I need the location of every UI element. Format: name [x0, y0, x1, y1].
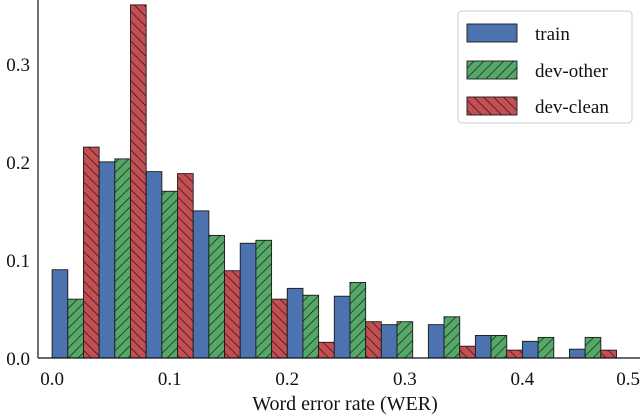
legend-label-train: train [535, 24, 570, 45]
bar-dev-clean-bin-5 [318, 341, 335, 359]
bar-dev-other-bin-7 [396, 321, 414, 359]
bar-train-bin-0 [51, 269, 69, 359]
x-axis-title: Word error rate (WER) [252, 393, 438, 415]
x-tick-label: 0.2 [275, 369, 299, 390]
bar-dev-other-bin-10 [537, 336, 555, 359]
bar-train-bin-7 [380, 324, 398, 359]
bar-train-bin-3 [192, 210, 210, 359]
x-tick-label: 0.4 [511, 369, 535, 390]
y-tick-label: 0.3 [6, 55, 30, 76]
legend: train dev-other dev-clean [457, 10, 633, 124]
bar-dev-clean-bin-8 [459, 345, 476, 359]
bar-dev-other-bin-3 [208, 234, 226, 359]
legend-swatch-dev-clean [466, 96, 518, 116]
bar-train-bin-9 [474, 334, 492, 359]
bar-dev-clean-bin-11 [600, 349, 617, 359]
bar-train-bin-6 [333, 295, 351, 359]
y-tick-label: 0.0 [6, 349, 30, 370]
legend-swatch-dev-other [466, 60, 518, 80]
bar-train-bin-2 [145, 171, 163, 359]
bar-dev-other-bin-2 [161, 190, 178, 359]
bar-dev-clean-bin-2 [177, 173, 194, 359]
bar-dev-clean-bin-1 [130, 4, 147, 359]
bar-dev-clean-bin-3 [224, 270, 241, 359]
bar-dev-other-bin-11 [584, 336, 602, 359]
bar-train-bin-10 [521, 340, 539, 359]
bars-group [51, 4, 617, 359]
x-tick-label: 0.1 [158, 369, 182, 390]
bar-dev-clean-bin-9 [506, 349, 523, 359]
bar-dev-clean-bin-0 [83, 146, 100, 359]
bar-train-bin-4 [239, 242, 257, 359]
y-tick-label: 0.2 [6, 153, 30, 174]
legend-label-dev-clean: dev-clean [535, 97, 609, 118]
x-tick-label: 0.0 [40, 369, 64, 390]
bar-dev-other-bin-1 [114, 158, 131, 359]
x-tick-labels: 0.0 0.1 0.2 0.3 0.4 0.5 [40, 369, 640, 390]
bar-dev-other-bin-9 [490, 334, 508, 359]
legend-label-dev-other: dev-other [535, 61, 608, 82]
bar-train-bin-5 [286, 287, 304, 359]
bar-dev-other-bin-5 [302, 294, 320, 359]
bar-train-bin-1 [98, 161, 116, 359]
bar-dev-other-bin-8 [443, 316, 461, 359]
bar-train-bin-11 [569, 348, 586, 359]
x-tick-label: 0.5 [616, 369, 640, 390]
bar-dev-clean-bin-6 [365, 321, 382, 359]
bar-dev-other-bin-0 [67, 298, 84, 359]
y-tick-labels: 0.0 0.1 0.2 0.3 [6, 55, 30, 370]
bar-train-bin-8 [427, 324, 445, 359]
bar-dev-other-bin-6 [349, 282, 367, 359]
bar-dev-other-bin-4 [255, 239, 273, 359]
bar-dev-clean-bin-4 [271, 298, 288, 359]
y-tick-label: 0.1 [6, 251, 30, 272]
x-tick-label: 0.3 [393, 369, 417, 390]
legend-swatch-train [466, 23, 518, 43]
